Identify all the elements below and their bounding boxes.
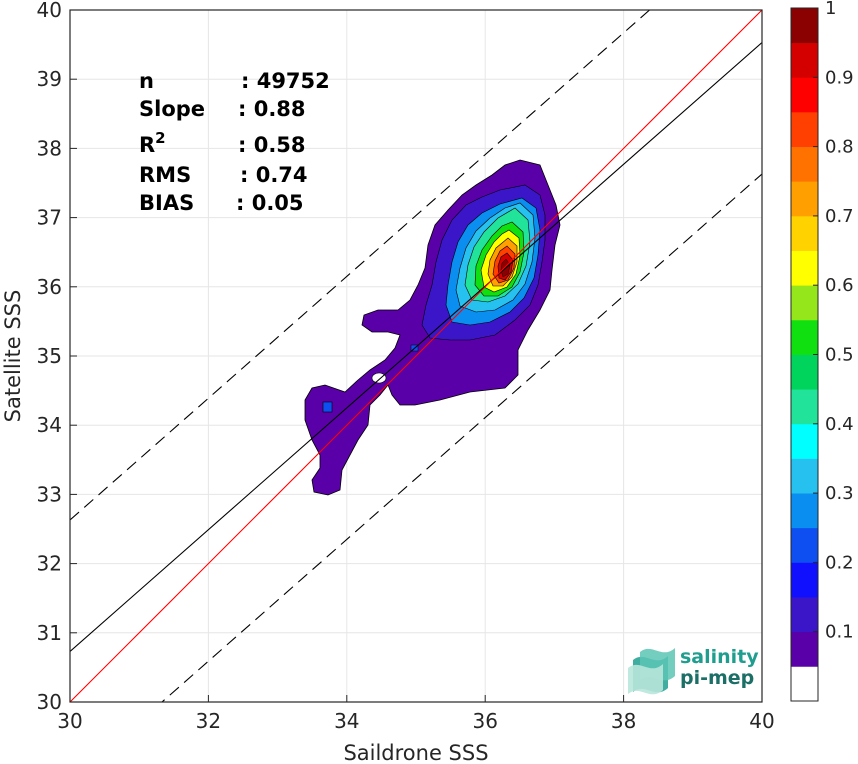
salinity-pi-mep-logo: salinity pi-mep — [628, 646, 759, 695]
colorbar-segment — [791, 181, 818, 217]
y-tick-label: 30 — [37, 690, 62, 714]
grid-lines — [69, 9, 763, 703]
contour-blob — [322, 401, 333, 413]
y-tick-label: 31 — [37, 621, 62, 645]
logo-line1: salinity — [680, 646, 759, 668]
x-axis-ticks: 30 32 34 36 38 40 — [57, 695, 775, 733]
colorbar-segment — [791, 8, 818, 44]
x-tick-label: 36 — [472, 709, 497, 733]
regression-line — [70, 42, 762, 652]
y-tick-label: 36 — [37, 275, 62, 299]
x-tick-label: 30 — [57, 709, 82, 733]
colorbar-segment — [791, 215, 818, 251]
colorbar-tick-label: 0.9 — [825, 67, 854, 88]
y-tick-label: 32 — [37, 552, 62, 576]
contour-hole — [371, 372, 387, 384]
confidence-bound-line — [161, 173, 762, 702]
stat-value: : 0.88 — [238, 97, 306, 121]
y-axis-ticks: 30 31 32 33 34 35 36 37 38 39 40 — [37, 0, 77, 714]
colorbar-segment — [791, 631, 818, 667]
stat-value: : 49752 — [241, 69, 330, 93]
stat-value: : 0.05 — [236, 191, 304, 215]
colorbar: 0.1 0.2 0.3 0.4 0.5 0.6 0.7 0.8 0.9 1 — [790, 0, 854, 702]
colorbar-segment — [791, 493, 818, 529]
stat-label: Slope — [139, 97, 205, 121]
y-tick-label: 40 — [37, 0, 62, 22]
stat-value: : 0.58 — [238, 133, 306, 157]
colorbar-segment — [791, 458, 818, 494]
colorbar-tick-label: 0.8 — [825, 137, 854, 158]
x-axis-label: Saildrone SSS — [343, 741, 488, 764]
x-tick-label: 32 — [196, 709, 221, 733]
colorbar-tick-label: 0.3 — [825, 483, 854, 504]
colorbar-segment — [791, 562, 818, 598]
colorbar-tick-label: 0.6 — [825, 275, 854, 296]
colorbar-segment — [791, 527, 818, 563]
colorbar-tick-label: 0.4 — [825, 414, 854, 435]
y-tick-label: 39 — [37, 67, 62, 91]
y-tick-label: 33 — [37, 482, 62, 506]
y-tick-label: 35 — [37, 344, 62, 368]
x-tick-label: 40 — [749, 709, 774, 733]
colorbar-segment — [791, 42, 818, 78]
y-tick-label: 38 — [37, 136, 62, 160]
stat-value: : 0.74 — [240, 163, 308, 187]
colorbar-segment — [791, 285, 818, 321]
stat-label: RMS — [139, 163, 191, 187]
logo-waves-icon — [628, 648, 675, 695]
colorbar-tick-label: 0.5 — [825, 345, 854, 366]
colorbar-segment — [791, 146, 818, 182]
stat-label: BIAS — [139, 191, 194, 215]
colorbar-segment — [791, 666, 818, 702]
confidence-bound-line — [70, 10, 651, 521]
x-tick-label: 34 — [334, 709, 359, 733]
y-tick-label: 37 — [37, 206, 62, 230]
colorbar-segment — [791, 389, 818, 425]
y-axis-label: Satellite SSS — [1, 290, 25, 423]
colorbar-segment — [791, 423, 818, 459]
y-tick-label: 34 — [37, 413, 62, 437]
colorbar-tick-label: 1 — [825, 0, 836, 19]
colorbar-segment — [791, 111, 818, 147]
logo-line2: pi-mep — [680, 667, 754, 689]
density-contours — [304, 159, 561, 496]
colorbar-segment — [791, 250, 818, 286]
colorbar-segment — [791, 319, 818, 355]
colorbar-segment — [791, 597, 818, 633]
colorbar-tick-label: 0.7 — [825, 206, 854, 227]
colorbar-segment — [791, 354, 818, 390]
x-tick-label: 38 — [611, 709, 636, 733]
colorbar-segment — [791, 77, 818, 113]
colorbar-tick-label: 0.2 — [825, 552, 854, 573]
stat-label: n — [139, 69, 154, 93]
reference-lines — [70, 10, 762, 702]
identity-line — [70, 10, 762, 702]
colorbar-tick-label: 0.1 — [825, 622, 854, 643]
